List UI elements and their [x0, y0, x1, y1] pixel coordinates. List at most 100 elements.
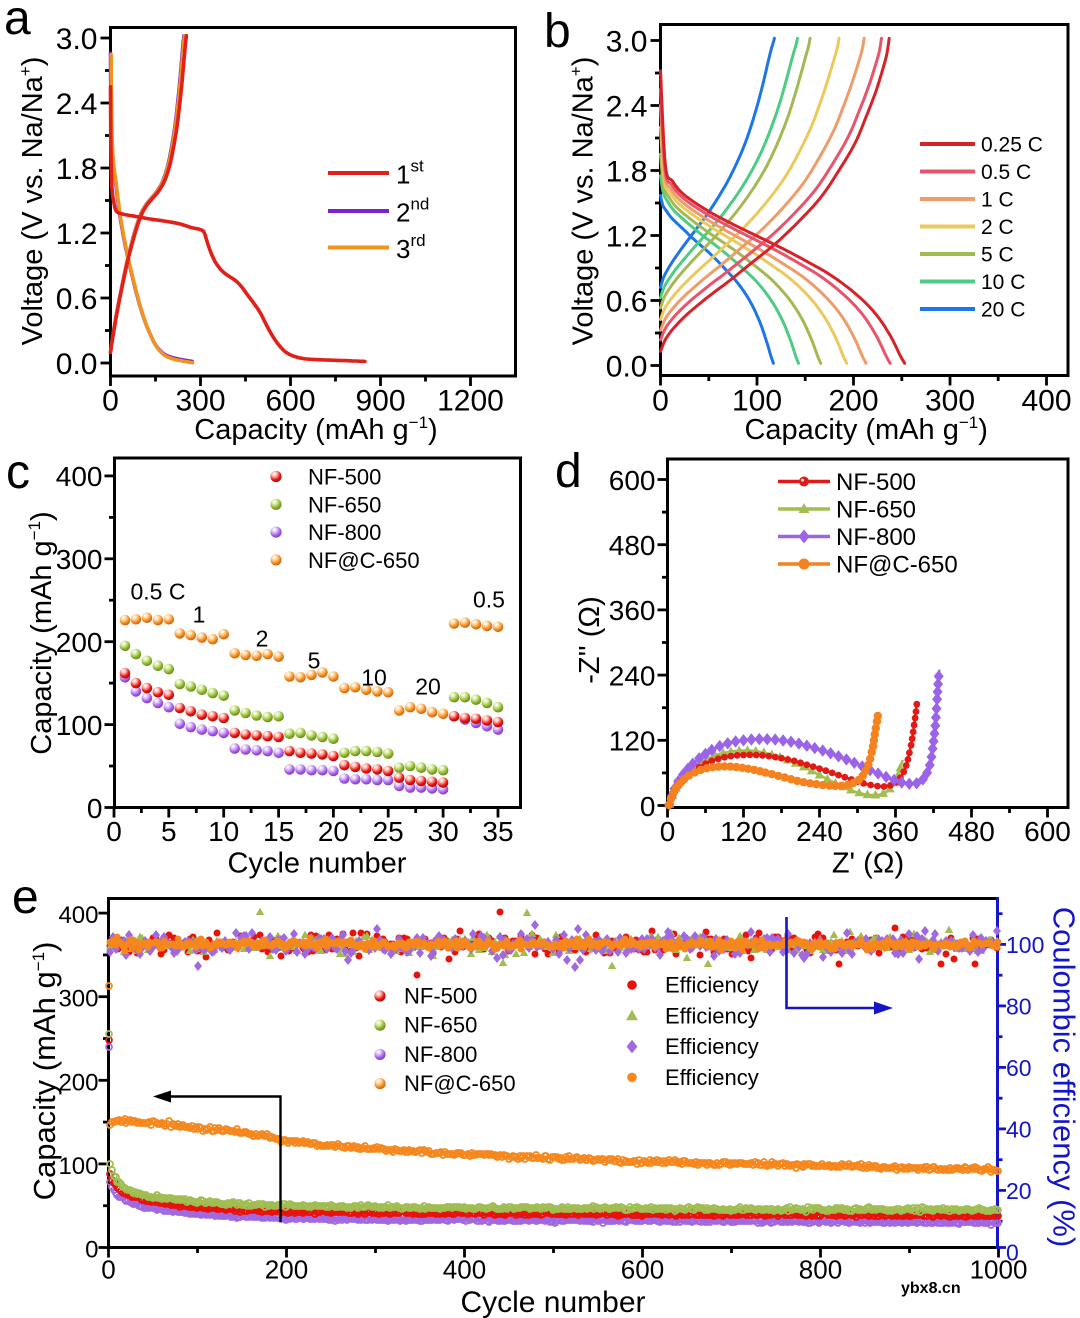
svg-text:Efficiency: Efficiency — [665, 1034, 759, 1059]
svg-text:0: 0 — [85, 1237, 98, 1264]
svg-text:400: 400 — [443, 1255, 486, 1285]
svg-text:0: 0 — [652, 385, 669, 418]
svg-text:20: 20 — [318, 816, 349, 847]
svg-text:0: 0 — [101, 1255, 115, 1285]
svg-text:20 C: 20 C — [981, 299, 1025, 322]
svg-text:200: 200 — [58, 1069, 98, 1096]
svg-text:400: 400 — [58, 902, 98, 929]
svg-text:1 C: 1 C — [981, 189, 1014, 212]
svg-text:NF-500: NF-500 — [308, 465, 381, 490]
svg-text:Voltage (V vs. Na/Na+): Voltage (V vs. Na/Na+) — [567, 57, 600, 346]
svg-text:NF@C-650: NF@C-650 — [404, 1071, 516, 1096]
svg-text:0: 0 — [660, 816, 676, 847]
svg-text:35: 35 — [482, 816, 513, 847]
svg-text:5 C: 5 C — [981, 244, 1014, 267]
svg-text:10 C: 10 C — [981, 271, 1025, 294]
svg-text:0.0: 0.0 — [56, 348, 98, 381]
svg-text:1200: 1200 — [437, 385, 504, 418]
svg-text:Capacity (mAh g−1): Capacity (mAh g−1) — [194, 413, 437, 446]
svg-text:NF-650: NF-650 — [836, 497, 916, 524]
svg-text:200: 200 — [265, 1255, 308, 1285]
svg-text:ybx8.cn: ybx8.cn — [901, 1280, 961, 1297]
svg-text:Capacity (mAh g−1): Capacity (mAh g−1) — [25, 511, 58, 754]
svg-text:360: 360 — [609, 595, 656, 626]
svg-text:NF-500: NF-500 — [404, 984, 477, 1009]
svg-text:Cycle number: Cycle number — [460, 1286, 645, 1318]
svg-text:360: 360 — [872, 816, 919, 847]
svg-text:0: 0 — [102, 385, 119, 418]
svg-text:1.8: 1.8 — [56, 153, 98, 186]
svg-text:0: 0 — [87, 793, 103, 824]
svg-text:Efficiency: Efficiency — [665, 1003, 759, 1028]
svg-text:e: e — [12, 871, 39, 924]
svg-text:100: 100 — [58, 1153, 98, 1180]
svg-text:300: 300 — [58, 986, 98, 1013]
svg-text:600: 600 — [621, 1255, 664, 1285]
svg-text:NF-650: NF-650 — [308, 492, 381, 517]
svg-text:10: 10 — [208, 816, 239, 847]
svg-text:5: 5 — [308, 648, 321, 674]
svg-text:Efficiency: Efficiency — [665, 973, 759, 998]
svg-text:0.5 C: 0.5 C — [131, 579, 186, 605]
svg-text:1.2: 1.2 — [56, 218, 98, 251]
svg-text:100: 100 — [56, 710, 103, 741]
svg-text:1000: 1000 — [970, 1255, 1028, 1285]
svg-text:Coulombic efficiency (%): Coulombic efficiency (%) — [1047, 907, 1080, 1248]
svg-text:Efficiency: Efficiency — [665, 1065, 759, 1090]
svg-text:25: 25 — [373, 816, 404, 847]
svg-text:0.5: 0.5 — [473, 587, 505, 613]
svg-text:100: 100 — [1006, 932, 1044, 958]
svg-text:1.8: 1.8 — [606, 156, 648, 189]
svg-text:0: 0 — [640, 791, 656, 822]
svg-text:300: 300 — [925, 385, 975, 418]
svg-text:1.2: 1.2 — [606, 221, 648, 254]
svg-text:60: 60 — [1006, 1055, 1032, 1081]
svg-text:NF-800: NF-800 — [308, 520, 381, 545]
svg-text:2 C: 2 C — [981, 216, 1014, 239]
svg-text:480: 480 — [948, 816, 995, 847]
svg-text:240: 240 — [609, 660, 656, 691]
svg-text:900: 900 — [355, 385, 405, 418]
svg-text:80: 80 — [1006, 994, 1032, 1020]
svg-text:2: 2 — [256, 626, 269, 652]
svg-text:600: 600 — [1024, 816, 1071, 847]
svg-text:5: 5 — [161, 816, 177, 847]
svg-text:20: 20 — [415, 674, 441, 700]
svg-text:Capacity (mAh g−1): Capacity (mAh g−1) — [744, 413, 987, 446]
svg-text:400: 400 — [1021, 385, 1071, 418]
svg-text:NF-650: NF-650 — [404, 1013, 477, 1038]
svg-text:Cycle number: Cycle number — [228, 848, 407, 880]
svg-text:120: 120 — [609, 726, 656, 757]
svg-text:600: 600 — [265, 385, 315, 418]
svg-text:NF@C-650: NF@C-650 — [308, 548, 420, 573]
svg-text:800: 800 — [799, 1255, 842, 1285]
svg-text:30: 30 — [428, 816, 459, 847]
svg-text:480: 480 — [609, 530, 656, 561]
svg-text:-Z'' (Ω): -Z'' (Ω) — [574, 596, 606, 684]
svg-text:0: 0 — [106, 816, 122, 847]
svg-text:0.6: 0.6 — [56, 283, 98, 316]
svg-text:b: b — [544, 5, 571, 58]
svg-text:Voltage (V vs. Na/Na+): Voltage (V vs. Na/Na+) — [16, 57, 49, 346]
svg-text:0.6: 0.6 — [606, 286, 648, 319]
svg-text:600: 600 — [609, 465, 656, 496]
svg-text:100: 100 — [732, 385, 782, 418]
svg-text:2.4: 2.4 — [56, 88, 98, 121]
svg-text:3.0: 3.0 — [56, 23, 98, 56]
svg-text:0: 0 — [1006, 1240, 1019, 1266]
svg-text:3.0: 3.0 — [606, 26, 648, 59]
svg-text:400: 400 — [56, 461, 103, 492]
svg-text:a: a — [4, 0, 31, 45]
svg-text:0.5 C: 0.5 C — [981, 161, 1031, 184]
svg-text:0.0: 0.0 — [606, 351, 648, 384]
svg-text:240: 240 — [796, 816, 843, 847]
svg-text:Z' (Ω): Z' (Ω) — [832, 848, 904, 880]
svg-text:20: 20 — [1006, 1178, 1032, 1204]
svg-text:NF@C-650: NF@C-650 — [836, 552, 958, 579]
svg-text:NF-500: NF-500 — [836, 469, 916, 496]
svg-text:200: 200 — [56, 627, 103, 658]
svg-text:NF-800: NF-800 — [404, 1042, 477, 1067]
svg-text:10: 10 — [361, 665, 387, 691]
svg-text:300: 300 — [175, 385, 225, 418]
svg-text:40: 40 — [1006, 1117, 1032, 1143]
